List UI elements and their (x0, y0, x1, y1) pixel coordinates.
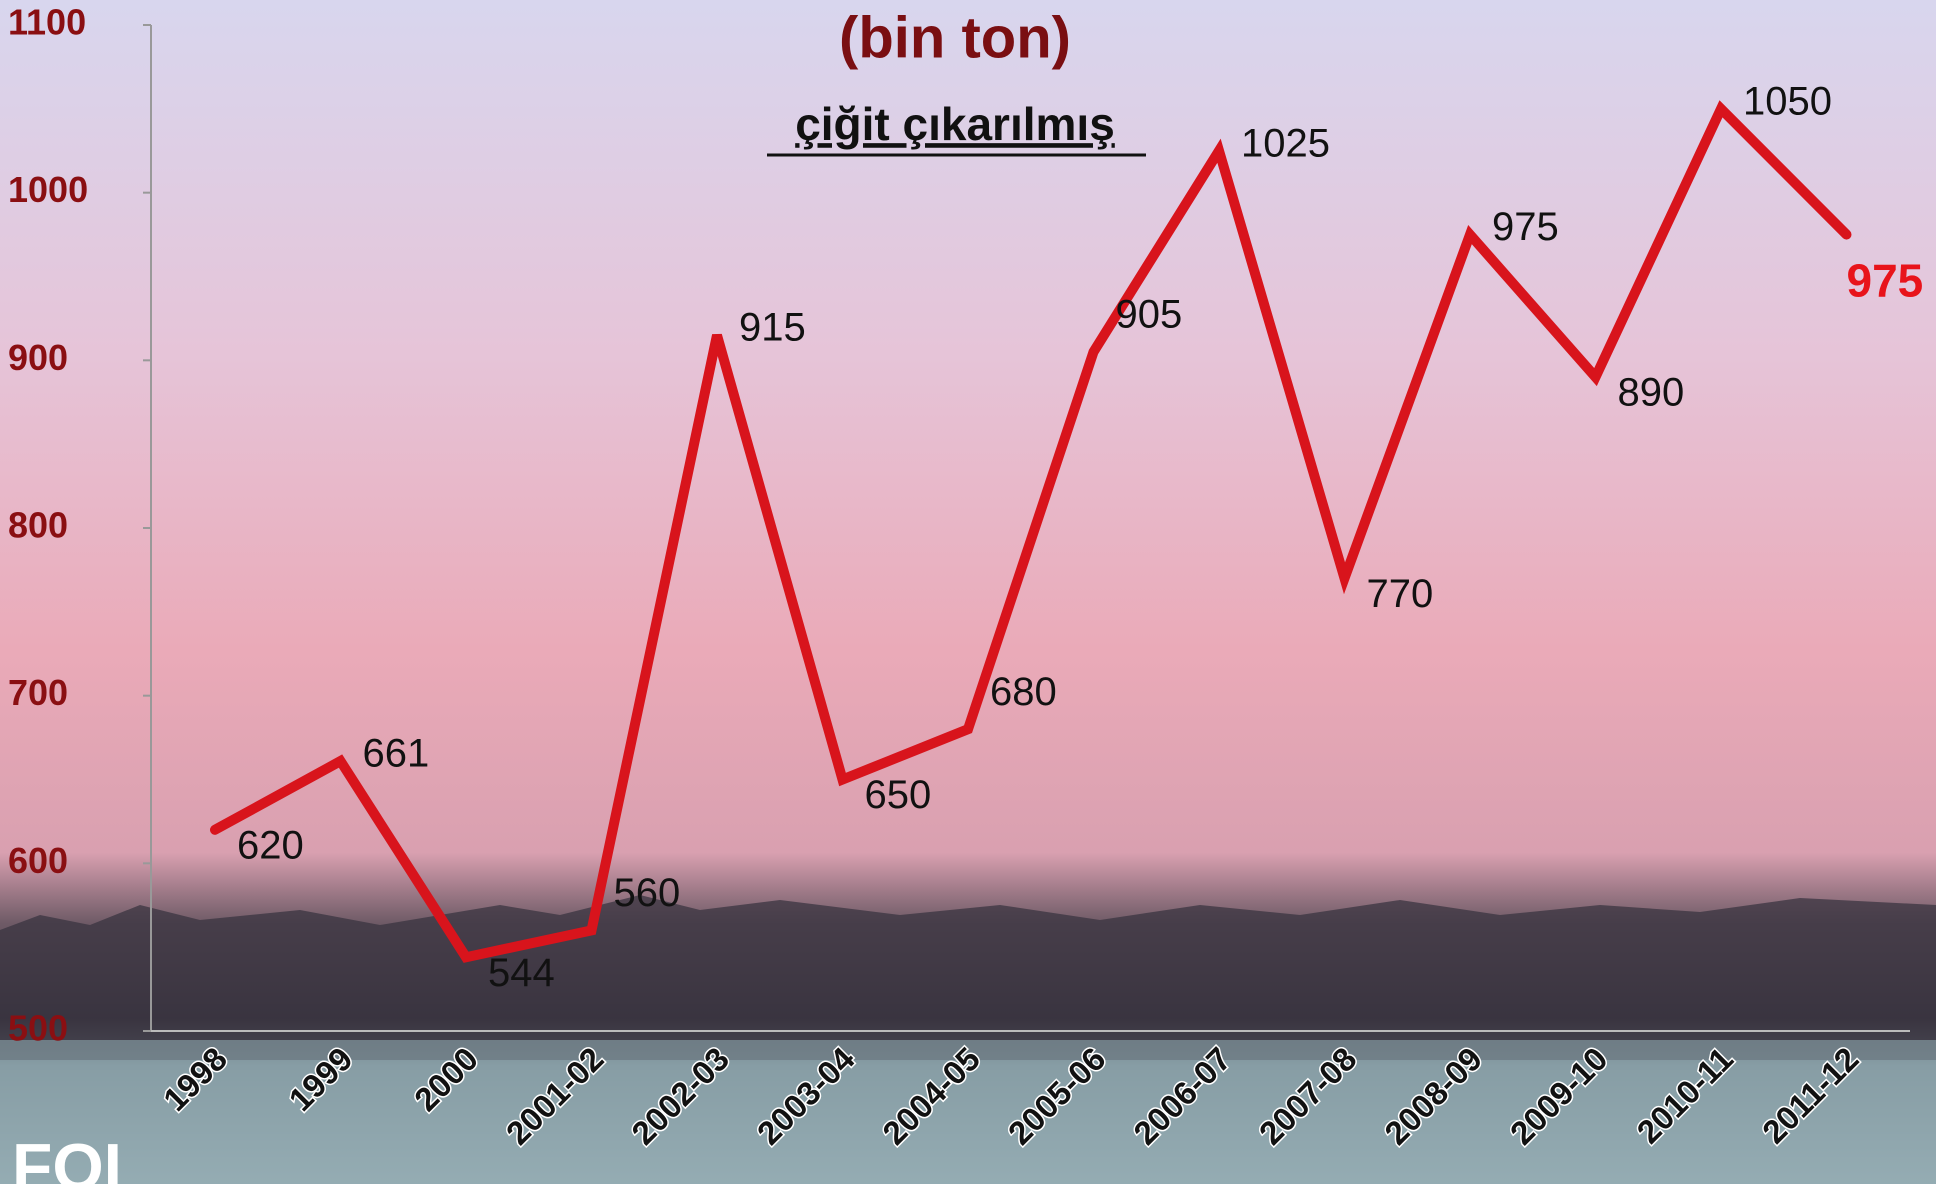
value-label: 680 (990, 670, 1057, 714)
value-label: 1050 (1743, 79, 1832, 123)
city-silhouette (0, 895, 1936, 1060)
value-label: 975 (1492, 205, 1559, 249)
value-label: 905 (1116, 293, 1183, 337)
y-tick-label: 1000 (8, 169, 88, 210)
value-label: 544 (488, 951, 555, 995)
chart-subtitle: çiğit çıkarılmış (795, 98, 1115, 150)
y-tick-label: 1100 (8, 2, 86, 43)
y-tick-label: 900 (8, 337, 68, 378)
logo: FOI (12, 1129, 122, 1184)
value-label: 915 (739, 306, 806, 350)
value-label: 560 (614, 871, 681, 915)
y-tick-label: 500 (8, 1008, 68, 1049)
value-label: 890 (1618, 371, 1685, 415)
chart-title: (bin ton) (839, 5, 1071, 70)
value-label: 975 (1847, 255, 1924, 307)
value-label: 620 (237, 823, 304, 867)
y-tick-label: 700 (8, 672, 68, 713)
value-label: 770 (1367, 572, 1434, 616)
water (0, 1040, 1936, 1184)
y-tick-label: 800 (8, 505, 68, 546)
value-label: 1025 (1241, 121, 1330, 165)
y-tick-label: 600 (8, 840, 68, 881)
value-label: 650 (865, 773, 932, 817)
line (210, 100, 1852, 963)
value-label: 661 (363, 732, 430, 776)
